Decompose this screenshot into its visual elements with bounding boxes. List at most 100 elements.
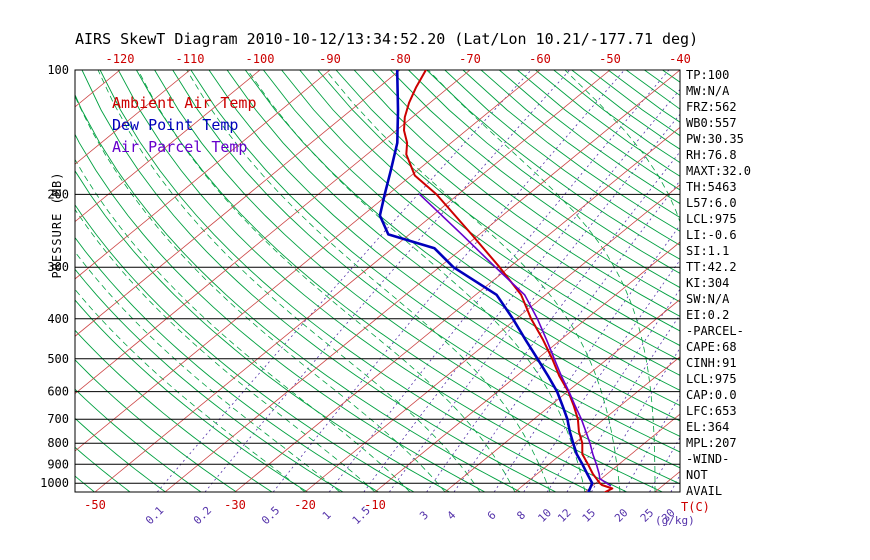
mixing-ratio-line — [591, 347, 680, 492]
dry-adiabat-line — [480, 70, 680, 218]
isotherm-line — [374, 241, 680, 492]
dry-adiabat-line — [444, 70, 680, 246]
mixing-ratio-tick-label: 15 — [580, 506, 599, 525]
temp-tick-label-top: -100 — [246, 52, 275, 66]
stat-line: LFC:653 — [686, 404, 737, 418]
temp-tick-label-top: -120 — [106, 52, 135, 66]
chart-title: AIRS SkewT Diagram 2010-10-12/13:34:52.2… — [75, 30, 699, 48]
dry-adiabat-line — [75, 446, 131, 492]
dry-adiabat-line — [75, 170, 450, 492]
mixing-ratio-tick-label: 1 — [320, 509, 334, 523]
moist-adiabat-line — [427, 70, 656, 492]
dry-adiabat-line — [75, 268, 344, 492]
stat-line: CAP:0.0 — [686, 388, 737, 402]
dry-adiabat-line — [426, 70, 680, 260]
mixing-ratio-tick-label: 6 — [485, 509, 499, 523]
temp-tick-label-bottom: -10 — [364, 498, 386, 512]
isotherm-line — [514, 356, 680, 492]
mixing-ratio-tick-label: 12 — [555, 506, 574, 525]
pressure-tick-label: 900 — [47, 457, 69, 471]
temp-tick-label-top: -110 — [176, 52, 205, 66]
mixing-ratio-tick-label: 3 — [417, 509, 431, 523]
temp-tick-label-top: -90 — [319, 52, 341, 66]
chart-background — [0, 70, 680, 492]
isotherm-line — [0, 70, 50, 492]
isotherm-line — [75, 70, 191, 165]
mixing-ratio-tick-label: 10 — [535, 506, 554, 525]
temp-tick-label-top: -60 — [529, 52, 551, 66]
dry-adiabat-line — [75, 417, 166, 492]
isotherm-line — [234, 126, 680, 492]
dry-adiabat-line — [208, 70, 680, 437]
dry-adiabat-line — [281, 70, 680, 376]
isotherm-line — [75, 70, 541, 452]
stat-line: EI:0.2 — [686, 308, 730, 322]
pressure-tick-label: 600 — [47, 385, 69, 399]
pressure-grid — [74, 69, 681, 493]
air-parcel-curve — [418, 193, 612, 487]
temp-tick-label-bottom: -50 — [84, 498, 106, 512]
dry-adiabat-line — [172, 70, 680, 469]
temp-unit-label: T(C) — [681, 500, 710, 514]
dry-adiabat-line — [499, 70, 680, 205]
dry-adiabat-line — [136, 70, 663, 492]
stat-line: LCL:975 — [686, 212, 737, 226]
isotherm-lines — [0, 70, 680, 492]
temp-tick-label-bottom: -30 — [224, 498, 246, 512]
mixing-ratio-tick-label: 0.5 — [259, 504, 282, 527]
dry-adiabat-line — [408, 70, 680, 274]
mixing-ratio-line — [426, 151, 680, 492]
dry-adiabat-line — [75, 133, 486, 492]
stat-line: EL:364 — [686, 420, 730, 434]
pressure-axis-label: PRESSURE (MB) — [50, 171, 64, 279]
dry-adiabat-line — [462, 70, 680, 232]
dry-adiabat-line — [390, 70, 680, 289]
stat-line: CINH:91 — [686, 356, 737, 370]
legend-item-ambient-air-temp: Ambient Air Temp — [112, 94, 257, 112]
isotherm-line — [75, 70, 401, 337]
dry-adiabat-line — [75, 329, 273, 492]
stat-line: SI:1.1 — [686, 244, 730, 258]
isotherm-line — [584, 413, 680, 492]
dry-adiabat-line — [75, 475, 95, 492]
mixing-ratio-tick-label: 8 — [514, 509, 528, 523]
moist-adiabat-line — [186, 70, 551, 492]
dry-adiabat-line — [75, 299, 308, 492]
temp-tick-label-top: -80 — [389, 52, 411, 66]
moist-adiabat-line — [75, 94, 446, 492]
mixing-ratio-line — [204, 70, 570, 492]
isotherm-line — [94, 70, 611, 492]
stat-line: -WIND- — [686, 452, 730, 466]
mixing-ratio-line — [649, 436, 680, 492]
stat-line: CAPE:68 — [686, 340, 737, 354]
dry-adiabat-line — [75, 93, 521, 492]
dry-adiabat-line — [190, 70, 680, 453]
dry-adiabat-line — [263, 70, 680, 391]
stat-line: LI:-0.6 — [686, 228, 737, 242]
stat-line: SW:N/A — [686, 292, 730, 306]
mixing-ratio-tick-label: 20 — [612, 506, 631, 525]
mixing-ratio-line — [363, 88, 680, 492]
stat-line: TT:42.2 — [686, 260, 737, 274]
mixing-ratio-lines — [156, 70, 680, 492]
stat-line: FRZ:562 — [686, 100, 737, 114]
dry-adiabat-line — [75, 236, 379, 492]
stat-line: MPL:207 — [686, 436, 737, 450]
mixing-ratio-line — [272, 70, 625, 492]
mixing-ratio-line — [388, 113, 680, 492]
moist-adiabat-line — [247, 70, 586, 492]
dry-adiabat-line — [75, 359, 237, 492]
chart-frame — [74, 69, 681, 493]
dry-adiabat-line — [75, 388, 202, 492]
dry-adiabat-line — [81, 70, 557, 492]
mixing-ratio-line — [493, 224, 680, 492]
stats-panel: TP:100 MW:N/A FRZ:562 WB0:557 PW:30.35 RH:76.… — [686, 67, 751, 499]
pressure-tick-label: 700 — [47, 412, 69, 426]
temp-tick-label-bottom: -20 — [294, 498, 316, 512]
chart-legend: Ambient Air Temp Dew Point Temp Air Parcel… — [112, 92, 257, 158]
dew-point-curve — [378, 70, 594, 492]
stat-line: LCL:975 — [686, 372, 737, 386]
pressure-tick-label: 200 — [47, 187, 69, 201]
dry-adiabat-line — [317, 70, 680, 347]
